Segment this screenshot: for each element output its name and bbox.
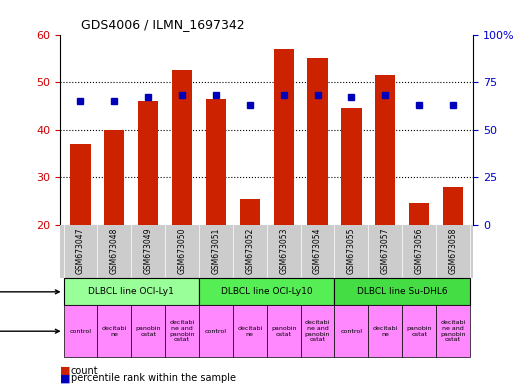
Bar [368,305,402,357]
Text: GSM673049: GSM673049 [144,227,153,274]
Bar [335,305,368,357]
Bar [335,278,470,305]
Text: decitabi
ne and
panobin
ostat: decitabi ne and panobin ostat [305,320,331,343]
Text: GSM673052: GSM673052 [245,227,254,274]
Bar [104,130,124,225]
Text: GSM673048: GSM673048 [110,227,119,274]
Bar [138,101,158,225]
Bar [409,203,429,225]
Bar [70,144,90,225]
Text: decitabi
ne and
panobin
ostat: decitabi ne and panobin ostat [169,320,195,343]
Bar [97,305,131,357]
Text: decitabi
ne: decitabi ne [372,326,398,337]
Text: control: control [70,329,92,334]
Text: panobin
ostat: panobin ostat [135,326,161,337]
Text: GSM673053: GSM673053 [279,227,288,274]
Text: cell line: cell line [0,287,59,297]
Bar [274,49,294,225]
Text: panobin
ostat: panobin ostat [271,326,297,337]
Bar [267,305,301,357]
Text: GSM673058: GSM673058 [449,227,458,274]
Bar [172,70,192,225]
Bar [199,278,335,305]
Bar [240,199,260,225]
Bar [436,305,470,357]
Bar [165,305,199,357]
Bar [131,305,165,357]
Text: GSM673056: GSM673056 [415,227,424,274]
Text: decitabi
ne and
panobin
ostat: decitabi ne and panobin ostat [440,320,466,343]
Bar [375,75,395,225]
Bar [199,305,233,357]
Text: decitabi
ne: decitabi ne [101,326,127,337]
Bar [301,305,335,357]
Text: percentile rank within the sample: percentile rank within the sample [71,373,235,383]
Text: decitabi
ne: decitabi ne [237,326,263,337]
Text: DLBCL line OCI-Ly1: DLBCL line OCI-Ly1 [88,287,174,296]
Text: count: count [71,366,98,376]
Text: panobin
ostat: panobin ostat [406,326,432,337]
Text: GSM673047: GSM673047 [76,227,85,274]
Text: GSM673055: GSM673055 [347,227,356,274]
Bar [341,108,361,225]
Text: agent: agent [0,326,59,336]
Bar [443,187,463,225]
Text: DLBCL line Su-DHL6: DLBCL line Su-DHL6 [357,287,448,296]
Text: GDS4006 / ILMN_1697342: GDS4006 / ILMN_1697342 [81,18,244,31]
Bar [63,305,97,357]
Text: GSM673054: GSM673054 [313,227,322,274]
Text: GSM673057: GSM673057 [381,227,390,274]
Text: GSM673050: GSM673050 [178,227,187,274]
Text: ■: ■ [60,366,71,376]
Bar [402,305,436,357]
Bar [63,278,199,305]
Bar [233,305,267,357]
Text: control: control [340,329,362,334]
Text: DLBCL line OCI-Ly10: DLBCL line OCI-Ly10 [221,287,313,296]
Text: ■: ■ [60,373,71,383]
Bar [308,58,328,225]
Text: GSM673051: GSM673051 [211,227,220,274]
Text: control: control [205,329,227,334]
Bar [206,99,226,225]
